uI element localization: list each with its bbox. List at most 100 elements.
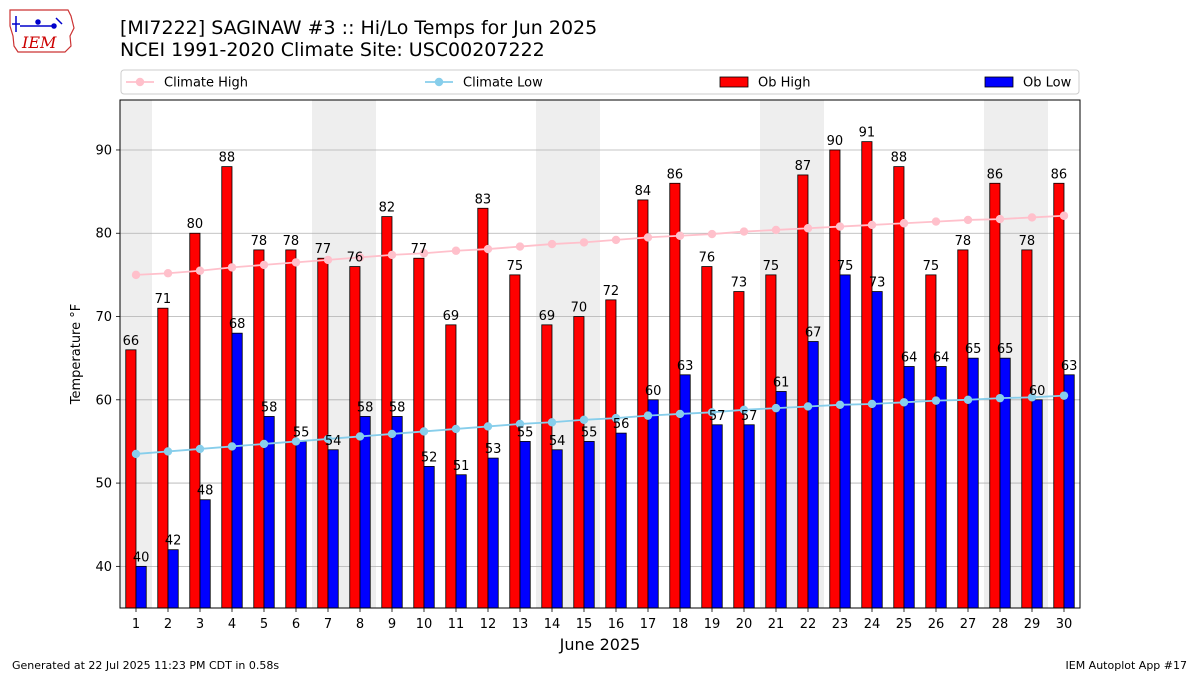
climate-high-point <box>131 270 141 280</box>
ob-low-data-label: 54 <box>549 434 566 449</box>
climate-high-point <box>739 227 749 236</box>
ob-low-data-label: 65 <box>997 342 1014 357</box>
x-tick-label: 3 <box>196 617 204 632</box>
x-tick-label: 14 <box>544 617 561 632</box>
ob-high-bar <box>669 182 681 609</box>
climate-high-point <box>963 215 973 225</box>
x-tick-label: 22 <box>800 617 817 632</box>
climate-low-point <box>931 396 941 405</box>
ob-low-bar <box>551 449 563 609</box>
x-tick-label: 15 <box>576 617 593 632</box>
ob-low-bar <box>455 474 467 609</box>
ob-high-bar <box>861 141 873 609</box>
x-tick-label: 7 <box>324 617 332 632</box>
climate-low-point <box>771 403 781 413</box>
climate-low-point <box>451 424 461 434</box>
climate-low-point <box>867 399 877 409</box>
climate-low-point <box>1059 391 1069 400</box>
plot-frame <box>119 99 1081 609</box>
ob-low-data-label: 55 <box>293 425 310 440</box>
ob-low-data-label: 64 <box>901 350 918 365</box>
ob-low-data-label: 55 <box>517 425 534 440</box>
ob-low-bar <box>359 416 371 609</box>
climate-high-point <box>323 255 333 265</box>
x-tick-label: 9 <box>388 617 396 632</box>
y-tick-label: 90 <box>95 143 112 158</box>
y-tick-label: 70 <box>95 310 112 325</box>
ob-low-data-label: 75 <box>837 259 854 274</box>
x-tick-label: 17 <box>640 617 657 632</box>
x-tick-label: 8 <box>356 617 364 632</box>
y-tick-label: 80 <box>95 227 112 242</box>
ob-high-data-label: 78 <box>955 234 972 249</box>
x-tick-label: 21 <box>768 617 785 632</box>
climate-high-point <box>675 231 685 240</box>
ob-high-bar <box>477 207 489 609</box>
x-tick-label: 2 <box>164 617 172 632</box>
climate-high-point <box>259 260 269 270</box>
climate-low-point <box>355 432 365 441</box>
climate-low-point <box>131 449 141 459</box>
ob-high-data-label: 87 <box>795 159 812 174</box>
climate-low-point <box>323 434 333 444</box>
iowa-state-outline <box>9 9 75 53</box>
ob-high-bar <box>733 291 745 609</box>
ob-high-bar <box>893 166 905 609</box>
app-credit: IEM Autoplot App #17 <box>1065 659 1188 672</box>
ob-low-data-label: 40 <box>133 550 150 565</box>
ob-high-bar <box>509 274 521 609</box>
ob-low-data-label: 65 <box>965 342 982 357</box>
climate-high-point <box>547 239 557 249</box>
climate-low-line <box>135 394 1065 455</box>
climate-high-point <box>899 219 909 228</box>
climate-high-point <box>387 250 397 260</box>
climate-high-point <box>195 266 205 275</box>
ob-low-data-label: 57 <box>709 409 726 424</box>
ob-low-bar <box>711 424 723 609</box>
ob-low-data-label: 52 <box>421 450 438 465</box>
climate-high-point <box>355 253 365 262</box>
ob-high-bar <box>925 274 937 609</box>
ob-low-data-label: 58 <box>261 400 278 415</box>
climate-low-point <box>515 419 525 429</box>
ob-high-data-label: 69 <box>443 309 460 324</box>
ob-low-legend-swatch <box>984 76 1014 88</box>
x-tick-label: 10 <box>416 617 433 632</box>
ob-low-data-label: 48 <box>197 484 214 499</box>
climate-low-point <box>675 409 685 419</box>
weather-instrument-icon <box>12 16 63 32</box>
climate-low-point <box>291 437 301 446</box>
ob-high-bar <box>1021 249 1033 609</box>
ob-low-bar <box>839 274 851 609</box>
climate-high-point <box>643 233 653 242</box>
ob-low-bar <box>807 341 819 609</box>
climate-high-point <box>867 220 877 230</box>
x-tick-label: 1 <box>132 617 140 632</box>
x-tick-label: 13 <box>512 617 529 632</box>
chart-title-line2: NCEI 1991-2020 Climate Site: USC00207222 <box>120 39 545 61</box>
ob-high-bar <box>797 174 809 609</box>
ob-low-bar <box>199 499 211 609</box>
x-tick-label: 30 <box>1056 617 1073 632</box>
ob-high-data-label: 82 <box>379 201 396 216</box>
x-tick-label: 5 <box>260 617 268 632</box>
chart-title-line1: [MI7222] SAGINAW #3 :: Hi/Lo Temps for J… <box>120 17 598 39</box>
x-tick-label: 24 <box>864 617 881 632</box>
x-tick-label: 27 <box>960 617 977 632</box>
ob-high-bar <box>957 249 969 609</box>
climate-high-legend-label: Climate High <box>164 76 248 91</box>
climate-high-point <box>451 246 461 255</box>
y-axis-label: Temperature °F <box>69 304 84 405</box>
ob-low-bar <box>231 332 243 609</box>
climate-high-point <box>931 217 941 226</box>
ob-low-bar <box>327 449 339 609</box>
ob-high-data-label: 72 <box>603 284 620 299</box>
ob-high-data-label: 86 <box>667 167 684 182</box>
climate-high-point <box>835 222 845 231</box>
ob-low-bar <box>775 391 787 609</box>
climate-low-point <box>163 447 173 456</box>
climate-low-legend-marker <box>434 77 444 87</box>
climate-low-point <box>387 429 397 439</box>
climate-low-point <box>835 400 845 409</box>
